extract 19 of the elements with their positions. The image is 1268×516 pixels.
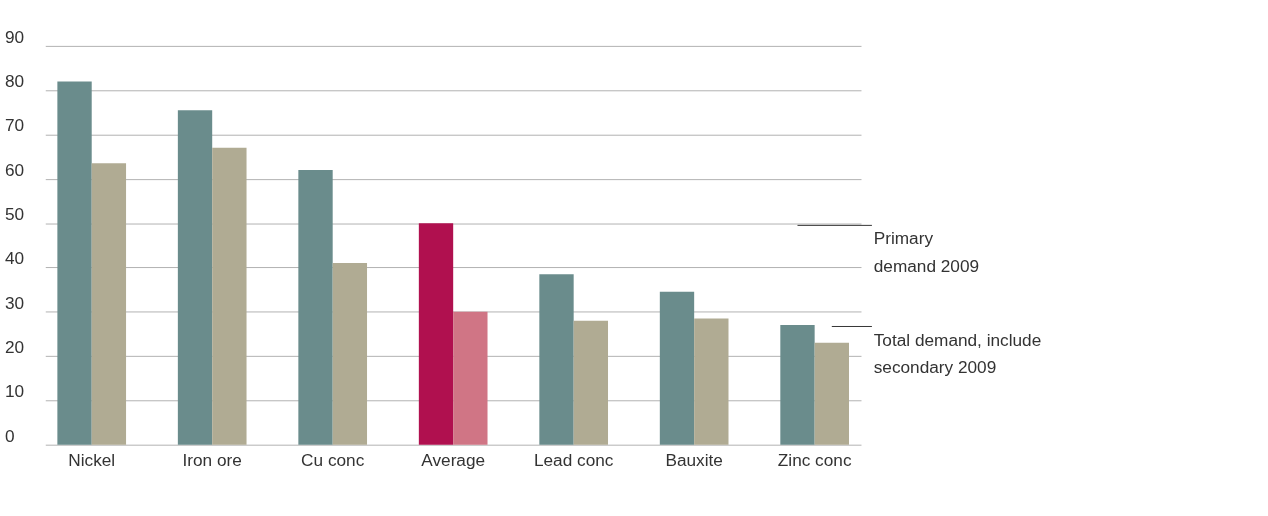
text: Primary demand 2009 xyxy=(873,228,980,276)
x-tick-label: Lead conc xyxy=(533,450,614,471)
y-tick-label: 20 xyxy=(4,336,25,357)
y-tick-label: 90 xyxy=(4,26,25,47)
y-tick-label: 70 xyxy=(4,115,25,136)
y-tick-label: 0 xyxy=(4,425,15,446)
y-tick-label: 50 xyxy=(4,204,25,224)
x-tick-label: Average xyxy=(421,450,486,471)
x-tick-label: Iron ore xyxy=(182,450,242,471)
y-tick-label: 80 xyxy=(4,71,25,92)
x-tick-label: Nickel xyxy=(68,450,116,471)
y-tick-label: 40 xyxy=(4,248,25,269)
x-tick-label: Cu conc xyxy=(301,450,365,471)
y-tick-label: 30 xyxy=(4,292,25,313)
x-tick-label: Zinc conc xyxy=(777,450,852,471)
y-tick-label: 10 xyxy=(4,381,25,402)
y-tick-label: 60 xyxy=(4,159,25,180)
series-label: Total demand, include secondary 2009 xyxy=(873,329,1042,377)
x-tick-label: Bauxite xyxy=(665,450,723,471)
